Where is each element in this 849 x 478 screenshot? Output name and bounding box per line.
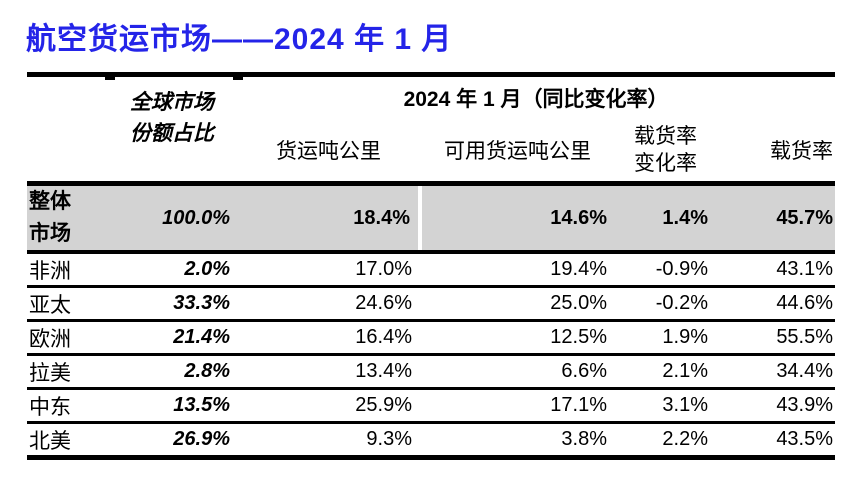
load-factor-cell: 55.5% bbox=[716, 320, 836, 356]
ftk-cell: 25.9% bbox=[237, 388, 420, 424]
load-factor-change-cell: 3.1% bbox=[615, 388, 716, 424]
region-cell: 拉美 bbox=[27, 354, 107, 390]
load-factor-change-cell: -0.9% bbox=[615, 252, 716, 288]
load-factor-change-cell: 2.1% bbox=[615, 354, 716, 390]
column-boundary-tick bbox=[233, 77, 243, 80]
period-group-header: 2024 年 1 月（同比变化率） bbox=[403, 88, 669, 111]
aftk-cell: 14.6% bbox=[420, 183, 615, 254]
header-row-columns: 货运吨公里 可用货运吨公里 载货率 变化率 载货率 bbox=[27, 119, 836, 186]
aftk-cell: 3.8% bbox=[420, 422, 615, 460]
load-factor-change-cell: 1.9% bbox=[615, 320, 716, 356]
region-cell: 非洲 bbox=[27, 252, 107, 288]
column-boundary-tick bbox=[105, 77, 115, 80]
table-row-latin-america: 拉美 2.8% 13.4% 6.6% 2.1% 34.4% bbox=[27, 354, 836, 390]
header-row-group: 全球市场 份额占比 2024 年 1 月（同比变化率） bbox=[27, 74, 835, 186]
load-factor-change-column-header: 载货率 变化率 bbox=[615, 119, 716, 186]
air-cargo-market-table: 全球市场 份额占比 2024 年 1 月（同比变化率） 货运吨公里 可用货运吨公… bbox=[27, 72, 836, 460]
share-cell: 2.8% bbox=[107, 354, 237, 390]
share-cell: 26.9% bbox=[107, 422, 237, 460]
table-row-north-america: 北美 26.9% 9.3% 3.8% 2.2% 43.5% bbox=[27, 422, 836, 460]
aftk-column-header: 可用货运吨公里 bbox=[420, 119, 615, 186]
load-factor-cell: 34.4% bbox=[716, 354, 836, 390]
share-cell: 13.5% bbox=[107, 388, 237, 424]
aftk-cell: 19.4% bbox=[420, 252, 615, 288]
page-title: 航空货运市场——2024 年 1 月 bbox=[26, 23, 453, 56]
share-cell: 21.4% bbox=[107, 320, 237, 356]
region-cell: 欧洲 bbox=[27, 320, 107, 356]
load-factor-cell: 43.5% bbox=[716, 422, 836, 460]
aftk-cell: 12.5% bbox=[420, 320, 615, 356]
share-cell: 2.0% bbox=[107, 252, 237, 288]
ftk-cell: 24.6% bbox=[237, 286, 420, 322]
ftk-cell: 17.0% bbox=[237, 252, 420, 288]
table-row-total-market: 整体 市场 100.0% 18.4% 14.6% 1.4% 45.7% bbox=[27, 183, 836, 254]
share-cell: 100.0% bbox=[107, 183, 237, 254]
data-table: 全球市场 份额占比 2024 年 1 月（同比变化率） 货运吨公里 可用货运吨公… bbox=[27, 72, 836, 460]
ftk-cell: 13.4% bbox=[237, 354, 420, 390]
region-cell: 北美 bbox=[27, 422, 107, 460]
load-factor-change-cell: -0.2% bbox=[615, 286, 716, 322]
ftk-column-header: 货运吨公里 bbox=[237, 119, 420, 186]
aftk-cell: 25.0% bbox=[420, 286, 615, 322]
load-factor-cell: 45.7% bbox=[716, 183, 836, 254]
load-factor-cell: 44.6% bbox=[716, 286, 836, 322]
table-row-africa: 非洲 2.0% 17.0% 19.4% -0.9% 43.1% bbox=[27, 252, 836, 288]
ftk-cell: 9.3% bbox=[237, 422, 420, 460]
load-factor-change-cell: 2.2% bbox=[615, 422, 716, 460]
load-factor-change-cell: 1.4% bbox=[615, 183, 716, 254]
table-row-asia-pacific: 亚太 33.3% 24.6% 25.0% -0.2% 44.6% bbox=[27, 286, 836, 322]
load-factor-cell: 43.9% bbox=[716, 388, 836, 424]
ftk-cell: 18.4% bbox=[237, 183, 422, 254]
table-row-middle-east: 中东 13.5% 25.9% 17.1% 3.1% 43.9% bbox=[27, 388, 836, 424]
global-market-share-header: 全球市场 份额占比 bbox=[107, 74, 237, 186]
load-factor-column-header: 载货率 bbox=[716, 119, 836, 186]
share-cell: 33.3% bbox=[107, 286, 237, 322]
table-row-europe: 欧洲 21.4% 16.4% 12.5% 1.9% 55.5% bbox=[27, 320, 836, 356]
region-cell: 中东 bbox=[27, 388, 107, 424]
region-cell: 亚太 bbox=[27, 286, 107, 322]
region-cell: 整体 市场 bbox=[27, 183, 107, 254]
ftk-cell: 16.4% bbox=[237, 320, 420, 356]
aftk-cell: 17.1% bbox=[420, 388, 615, 424]
aftk-cell: 6.6% bbox=[420, 354, 615, 390]
load-factor-cell: 43.1% bbox=[716, 252, 836, 288]
region-column-header-empty bbox=[27, 74, 107, 186]
